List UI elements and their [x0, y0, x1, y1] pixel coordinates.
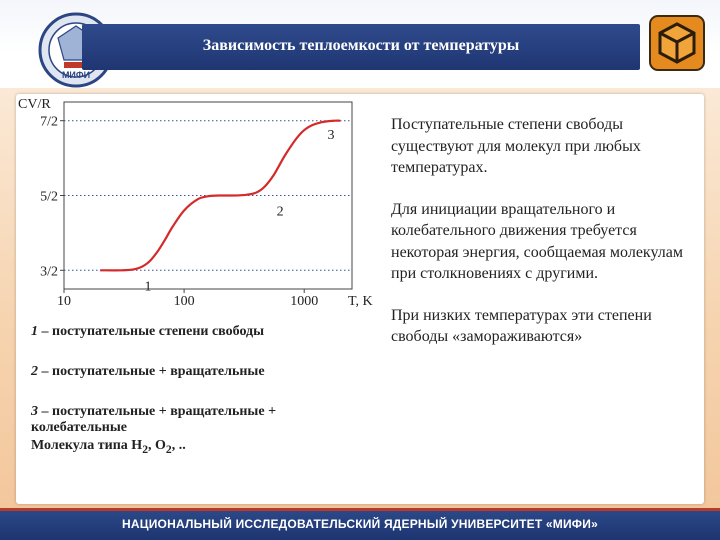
svg-text:МИФИ: МИФИ	[62, 70, 90, 80]
legend-item-text: – поступательные степени свободы	[38, 324, 265, 339]
footer-bar: НАЦИОНАЛЬНЫЙ ИССЛЕДОВАТЕЛЬСКИЙ ЯДЕРНЫЙ У…	[0, 508, 720, 540]
y-tick-label: 3/2	[40, 264, 58, 279]
slide-title: Зависимость теплоемкости от температуры	[202, 37, 520, 54]
y-tick-label: 7/2	[40, 115, 58, 130]
cube-logo-icon	[649, 15, 705, 71]
legend-item-1: 1 – поступательные степени свободы	[31, 324, 371, 340]
heat-capacity-chart: 3/2 5/2 7/2 10 100 1000 T, K CV/R 1 2 3	[18, 97, 373, 309]
legend: 1 – поступательные степени свободы 2 – п…	[31, 324, 371, 458]
legend-item-number: 3	[31, 404, 38, 419]
curve-region-label: 3	[327, 128, 334, 143]
content-panel	[16, 94, 704, 504]
x-tick-label: 1000	[290, 294, 318, 309]
legend-item-number: 2	[31, 364, 38, 379]
x-axis-label: T, K	[348, 294, 373, 309]
legend-item-2: 2 – поступательные + вращательные	[31, 364, 371, 380]
title-bar: Зависимость теплоемкости от температуры	[82, 24, 640, 70]
x-tick-label: 10	[57, 294, 71, 309]
legend-item-3: 3 – поступательные + вращательные + коле…	[31, 404, 371, 436]
legend-item-number: 1	[31, 324, 38, 339]
molecule-type-line: Молекула типа Н2, О2, ..	[31, 438, 186, 456]
footer-accent-line	[0, 508, 720, 511]
curve-region-label: 1	[144, 279, 151, 294]
x-tick-label: 100	[174, 294, 195, 309]
heat-capacity-curve	[100, 119, 341, 272]
header: МИФИ Зависимость теплоемкости от темпера…	[0, 0, 720, 88]
curve-region-label: 2	[277, 204, 284, 219]
explanation-text: Поступательные степени свободы существую…	[391, 114, 696, 368]
legend-item-text: – поступательные + вращательные	[38, 364, 265, 379]
paragraph-translational: Поступательные степени свободы существую…	[391, 116, 641, 176]
legend-item-text: – поступательные + вращательные + колеба…	[31, 404, 277, 435]
y-tick-label: 5/2	[40, 190, 58, 205]
paragraph-freezing: При низких температурах эти степени своб…	[391, 306, 652, 346]
y-axis-label: CV/R	[18, 97, 51, 112]
paragraph-activation-energy: Для инициации вращательного и колебатель…	[391, 200, 683, 283]
footer-university-name: НАЦИОНАЛЬНЫЙ ИССЛЕДОВАТЕЛЬСКИЙ ЯДЕРНЫЙ У…	[122, 517, 598, 531]
